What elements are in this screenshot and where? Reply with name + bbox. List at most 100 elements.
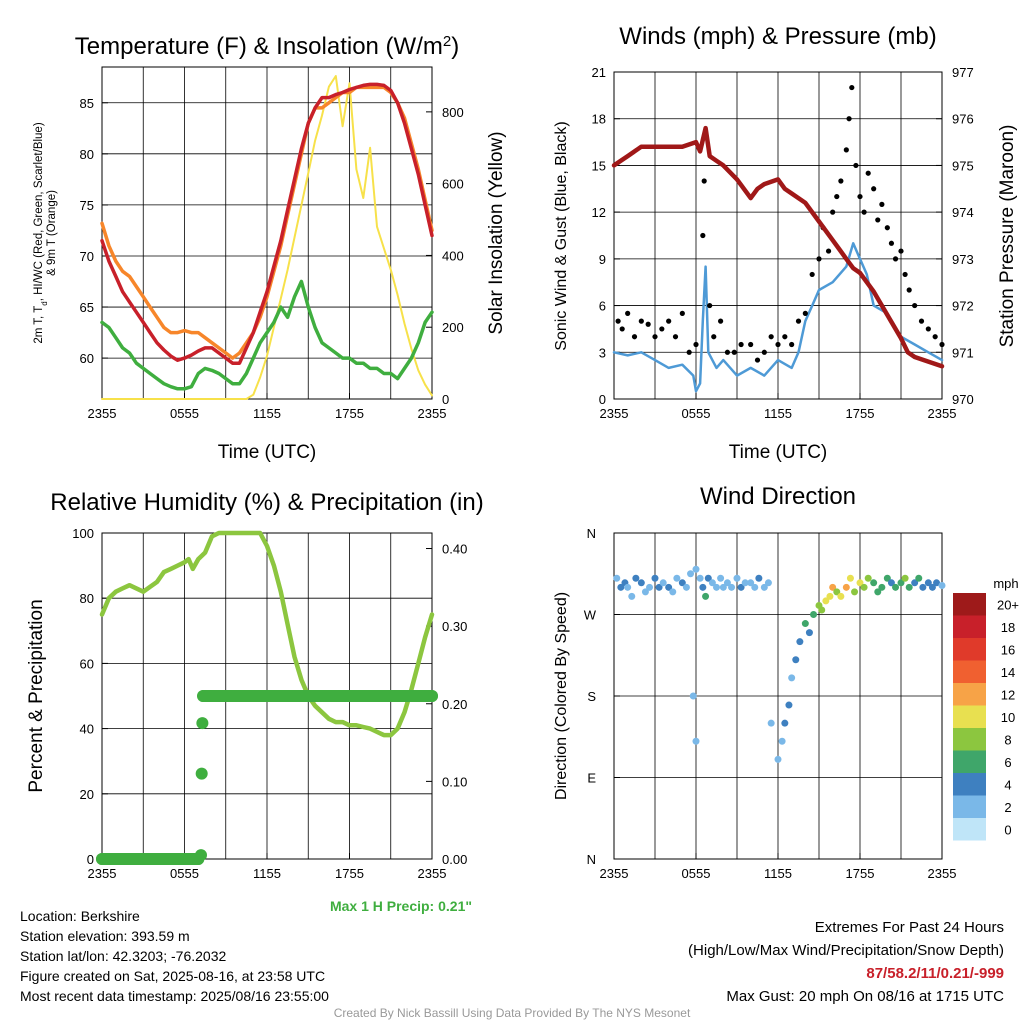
precip-point [196,717,209,730]
x-axis-label: Time (UTC) [729,442,828,463]
y-axis-label: Percent & Precipitation [26,599,47,792]
gust-point [843,147,849,153]
station-info: Location: Berkshire Station elevation: 3… [20,906,329,1006]
gust-point [898,248,904,254]
y-axis-label: 2m T, Td, HI/WC (Red, Green, Scarlet/Blu… [33,122,58,343]
direction-point [713,583,720,591]
legend-swatch [953,593,986,616]
recent-timestamp: Most recent data timestamp: 2025/08/16 2… [20,988,329,1004]
legend-label: 0 [1004,822,1011,837]
gust-point [846,116,852,122]
gust-point [795,318,802,324]
gust-point [809,271,815,278]
y-tick-label: 85 [80,96,94,111]
direction-point [785,701,793,709]
legend-swatch [953,818,986,841]
direction-point [911,579,919,587]
direction-point [901,574,909,582]
gust-point [834,193,840,200]
x-tick-label: 1155 [764,866,792,881]
legend-label: 16 [1001,642,1015,657]
gust-point [912,302,918,309]
direction-point [851,588,859,596]
y-tick-label: 15 [592,158,606,173]
y-tick-label: 80 [80,147,94,162]
series-line-red [100,82,434,365]
y-tick-label: 3 [599,345,606,360]
direction-point [928,583,936,591]
y-right-tick-label: 0.40 [442,542,467,557]
x-tick-label: 2355 [600,866,629,881]
gust-point [879,201,885,207]
direction-point [646,583,654,591]
series-line-green [100,279,434,391]
gust-point [939,341,945,348]
direction-point [792,656,800,664]
legend-swatch [953,773,986,796]
direction-point [669,588,677,596]
y-right-tick-label: 800 [442,105,464,120]
y-tick-label: 40 [80,722,94,737]
direction-point [822,597,830,605]
extremes-title: Extremes For Past 24 Hours [814,919,1004,936]
direction-point [919,583,927,591]
y-right-tick-label: 0 [442,392,449,407]
legend-label: 2 [1004,800,1011,815]
y-right-tick-label: 977 [952,65,974,80]
direction-point [692,565,700,573]
direction-point [788,674,796,682]
direction-point [741,579,749,587]
direction-point [796,638,804,646]
gust-point [825,248,832,254]
gust-point [619,326,625,332]
gust-point [615,318,621,324]
direction-point [708,579,716,587]
y-tick-label: S [587,689,596,704]
gust-point [782,334,788,340]
legend-label: 6 [1004,755,1011,770]
gust-point [838,178,844,184]
x-tick-label: 0555 [170,406,199,421]
x-tick-label: 2355 [418,406,447,421]
legend-swatch [953,683,986,706]
y-right-tick-label: 974 [952,205,974,220]
gust-point [925,326,931,332]
direction-point [655,583,663,591]
legend-swatch [953,615,986,638]
direction-point [810,611,818,618]
direction-point [624,583,632,591]
y-axis-label: Sonic Wind & Gust (Blue, Black) [553,121,570,350]
direction-point [829,583,837,591]
direction-point [897,579,905,587]
gust-point [871,186,877,192]
x-tick-label: 2355 [88,406,117,421]
direction-point [760,583,768,591]
gust-point [816,256,822,262]
gust-point [849,84,855,91]
y-right-tick-label: 0.30 [442,619,467,634]
x-tick-label: 2355 [928,866,957,881]
legend-label: 8 [1004,732,1011,747]
legend-label: 4 [1004,777,1011,792]
gust-point [638,318,644,324]
direction-point [826,592,834,600]
direction-point [856,579,864,587]
y-right-tick-label: 970 [952,392,974,407]
y-right-tick-label: 973 [952,252,974,267]
direction-point [704,574,712,582]
figure-created: Figure created on Sat, 2025-08-16, at 23… [20,968,326,984]
legend-label: 20+ [997,597,1019,612]
y-tick-label: 12 [592,205,606,220]
legend-label: 12 [1001,687,1015,702]
y-right-tick-label: 972 [952,299,974,314]
direction-point [617,583,625,591]
pressure-line [611,125,945,369]
chart-title: Wind Direction [700,483,856,510]
x-tick-label: 1755 [335,866,364,881]
gust-point [711,334,717,340]
y-right-axis-label: Station Pressure (Maroon) [997,125,1018,348]
x-tick-label: 1155 [253,406,281,421]
gust-point [625,310,631,316]
y-tick-label: 75 [80,198,94,213]
direction-point [665,583,673,591]
